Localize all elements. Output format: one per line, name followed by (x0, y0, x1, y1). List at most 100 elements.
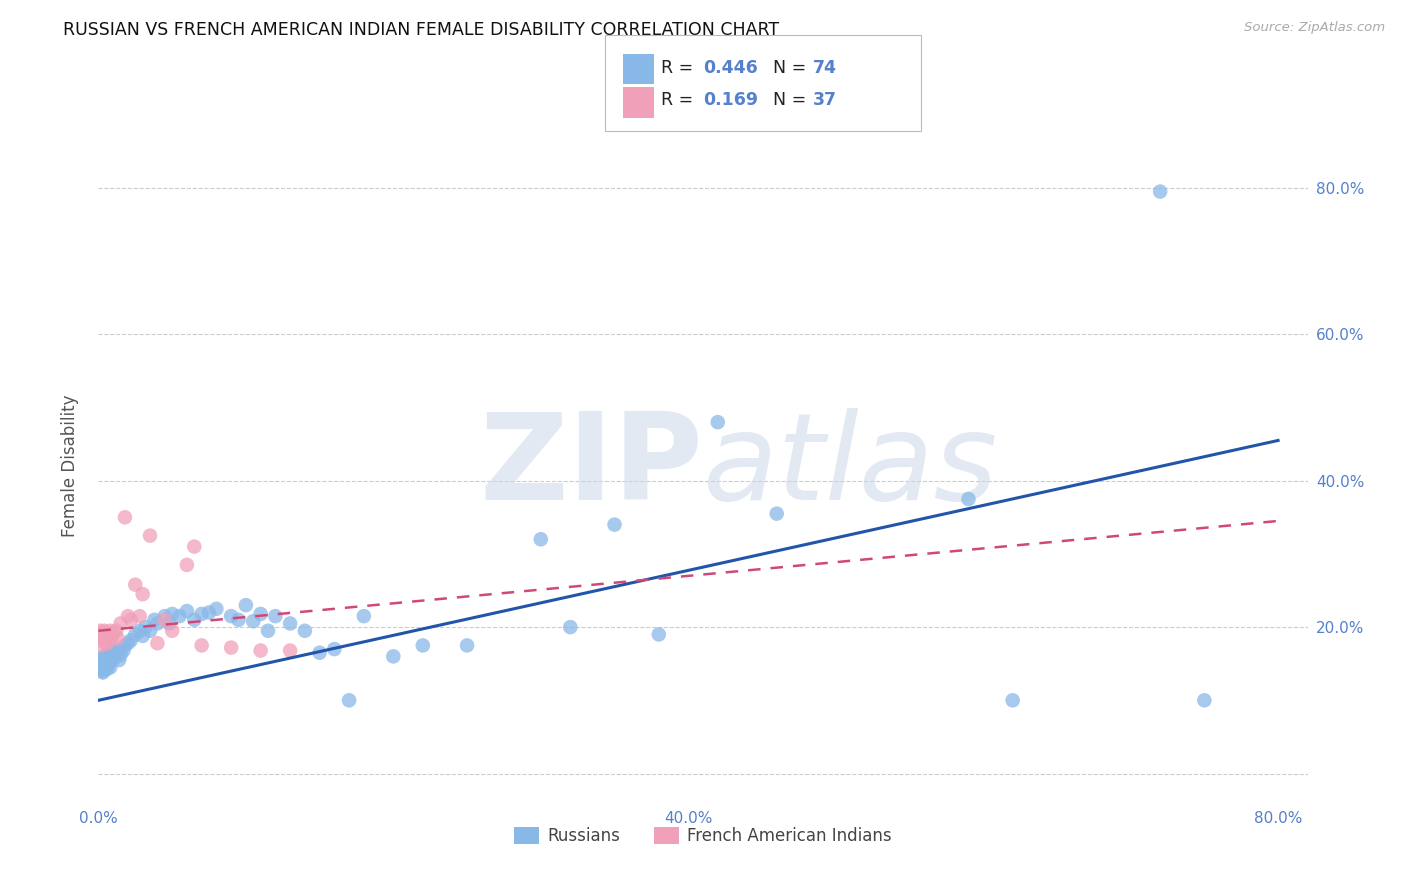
Point (382, 649, 405, 664)
Point (112, 643, 135, 657)
Point (957, 491, 980, 506)
Point (101, 626, 124, 640)
Point (110, 616, 132, 631)
Point (98, 651, 121, 665)
Point (242, 614, 264, 628)
Point (117, 636, 139, 650)
Point (278, 643, 301, 657)
Point (1149, 185, 1171, 199)
Point (90, 633, 112, 648)
Y-axis label: Female Disability: Female Disability (60, 395, 79, 537)
Point (153, 613, 176, 627)
Point (90, 663, 112, 677)
Point (114, 639, 136, 653)
Point (114, 510, 136, 524)
Point (91, 626, 114, 640)
Point (139, 528, 162, 542)
Point (120, 633, 142, 648)
Point (169, 609, 191, 624)
Point (93, 629, 115, 643)
Text: 37: 37 (813, 91, 837, 109)
Point (96, 662, 118, 676)
Point (100, 631, 122, 645)
Point (146, 616, 169, 631)
Point (105, 624, 128, 638)
Point (124, 577, 146, 591)
Point (89, 660, 111, 674)
Point (94, 636, 117, 650)
Point (89, 624, 111, 638)
Point (107, 631, 129, 645)
Text: Source: ZipAtlas.com: Source: ZipAtlas.com (1244, 21, 1385, 35)
Point (706, 415, 728, 429)
Point (412, 639, 434, 653)
Text: R =: R = (661, 59, 699, 77)
Point (91, 665, 114, 680)
Text: 74: 74 (813, 59, 837, 77)
Point (530, 533, 553, 547)
Point (98, 660, 121, 674)
Point (337, 693, 360, 707)
Point (100, 653, 122, 667)
Point (89, 653, 111, 667)
Point (117, 609, 139, 624)
Point (97, 627, 120, 641)
Point (146, 636, 169, 650)
Point (190, 639, 212, 653)
Point (157, 616, 180, 631)
Point (91, 664, 114, 678)
Point (108, 653, 131, 667)
Point (96, 631, 118, 645)
Point (264, 609, 287, 624)
Text: RUSSIAN VS FRENCH AMERICAN INDIAN FEMALE DISABILITY CORRELATION CHART: RUSSIAN VS FRENCH AMERICAN INDIAN FEMALE… (63, 21, 779, 39)
Text: N =: N = (773, 91, 813, 109)
Point (128, 624, 150, 638)
Point (205, 602, 228, 616)
Point (124, 627, 146, 641)
Point (101, 643, 124, 657)
Point (219, 609, 242, 624)
Point (135, 620, 157, 634)
Point (139, 624, 162, 638)
Point (107, 646, 129, 660)
Point (198, 606, 221, 620)
Point (176, 604, 198, 618)
Point (249, 607, 271, 621)
Point (96, 636, 118, 650)
Point (94, 627, 117, 641)
Point (90, 655, 112, 669)
Point (91, 660, 114, 674)
Point (94, 653, 117, 667)
Text: R =: R = (661, 91, 699, 109)
Point (89, 657, 111, 671)
Point (89, 631, 111, 645)
Point (96, 649, 118, 664)
Point (128, 609, 150, 624)
Point (153, 609, 176, 624)
Point (183, 540, 205, 554)
Point (91, 631, 114, 645)
Point (249, 643, 271, 657)
Point (90, 651, 112, 665)
Text: 0.446: 0.446 (703, 59, 758, 77)
Point (94, 658, 117, 673)
Point (765, 507, 787, 521)
Point (278, 616, 301, 631)
Point (93, 649, 115, 664)
Point (97, 648, 120, 662)
Point (120, 613, 142, 627)
Point (93, 657, 115, 671)
Text: 0.169: 0.169 (703, 91, 758, 109)
Point (97, 657, 120, 671)
Point (105, 642, 128, 657)
Point (90, 627, 112, 641)
Point (160, 607, 183, 621)
Point (183, 613, 205, 627)
Point (98, 624, 121, 638)
Point (219, 640, 242, 655)
Point (257, 624, 280, 638)
Point (294, 624, 316, 638)
Point (1194, 693, 1216, 707)
Point (101, 648, 124, 662)
Point (603, 517, 626, 532)
